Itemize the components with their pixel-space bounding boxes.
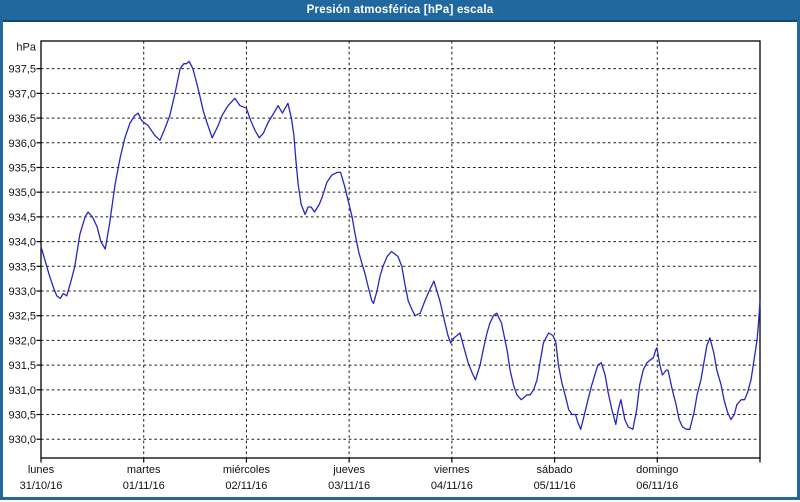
y-tick-label: 931,0: [8, 385, 36, 397]
x-day-label: domingo: [636, 464, 678, 476]
x-day-label: martes: [127, 464, 161, 476]
x-date-label: 31/10/16: [20, 480, 63, 492]
y-tick-label: 930,0: [8, 434, 36, 446]
y-tick-label: 937,5: [8, 64, 36, 76]
chart-area: 937,5 937,0 936,5 936,0 935,5 935,0 934,5 934,0…: [3, 22, 797, 497]
y-tick-label: 933,5: [8, 261, 36, 273]
y-tick-label: 932,0: [8, 335, 36, 347]
x-day-label: sábado: [537, 464, 573, 476]
pressure-line-chart: 937,5 937,0 936,5 936,0 935,5 935,0 934,5 934,0…: [8, 40, 761, 492]
y-unit-label: hPa: [16, 42, 36, 54]
x-date-label: 03/11/16: [328, 480, 370, 492]
y-tick-label: 932,5: [8, 311, 36, 323]
x-date-label: 05/11/16: [534, 480, 576, 492]
y-tick-label: 934,5: [8, 212, 36, 224]
x-day-label: viernes: [434, 464, 470, 476]
x-date-label: 02/11/16: [225, 480, 267, 492]
window-titlebar: Presión atmosférica [hPa] escala: [3, 0, 797, 22]
y-tick-label: 935,5: [8, 162, 36, 174]
x-day-label: miércoles: [223, 464, 271, 476]
plot-border: [40, 40, 761, 459]
y-tick-label: 930,5: [8, 410, 36, 422]
y-tick-label: 933,0: [8, 286, 36, 298]
y-tick-label: 934,0: [8, 237, 36, 249]
x-day-label: lunes: [28, 464, 55, 476]
x-date-label: 06/11/16: [636, 480, 678, 492]
x-date-label: 01/11/16: [123, 480, 165, 492]
y-tick-label: 936,0: [8, 138, 36, 150]
pressure-series-line: [40, 60, 761, 430]
y-tick-label: 931,5: [8, 360, 36, 372]
y-tick-label: 935,0: [8, 187, 36, 199]
x-date-label: 04/11/16: [431, 480, 473, 492]
x-day-label: jueves: [332, 464, 365, 476]
y-tick-label: 937,0: [8, 88, 36, 100]
window-title: Presión atmosférica [hPa] escala: [306, 4, 494, 16]
y-tick-label: 936,5: [8, 113, 36, 125]
